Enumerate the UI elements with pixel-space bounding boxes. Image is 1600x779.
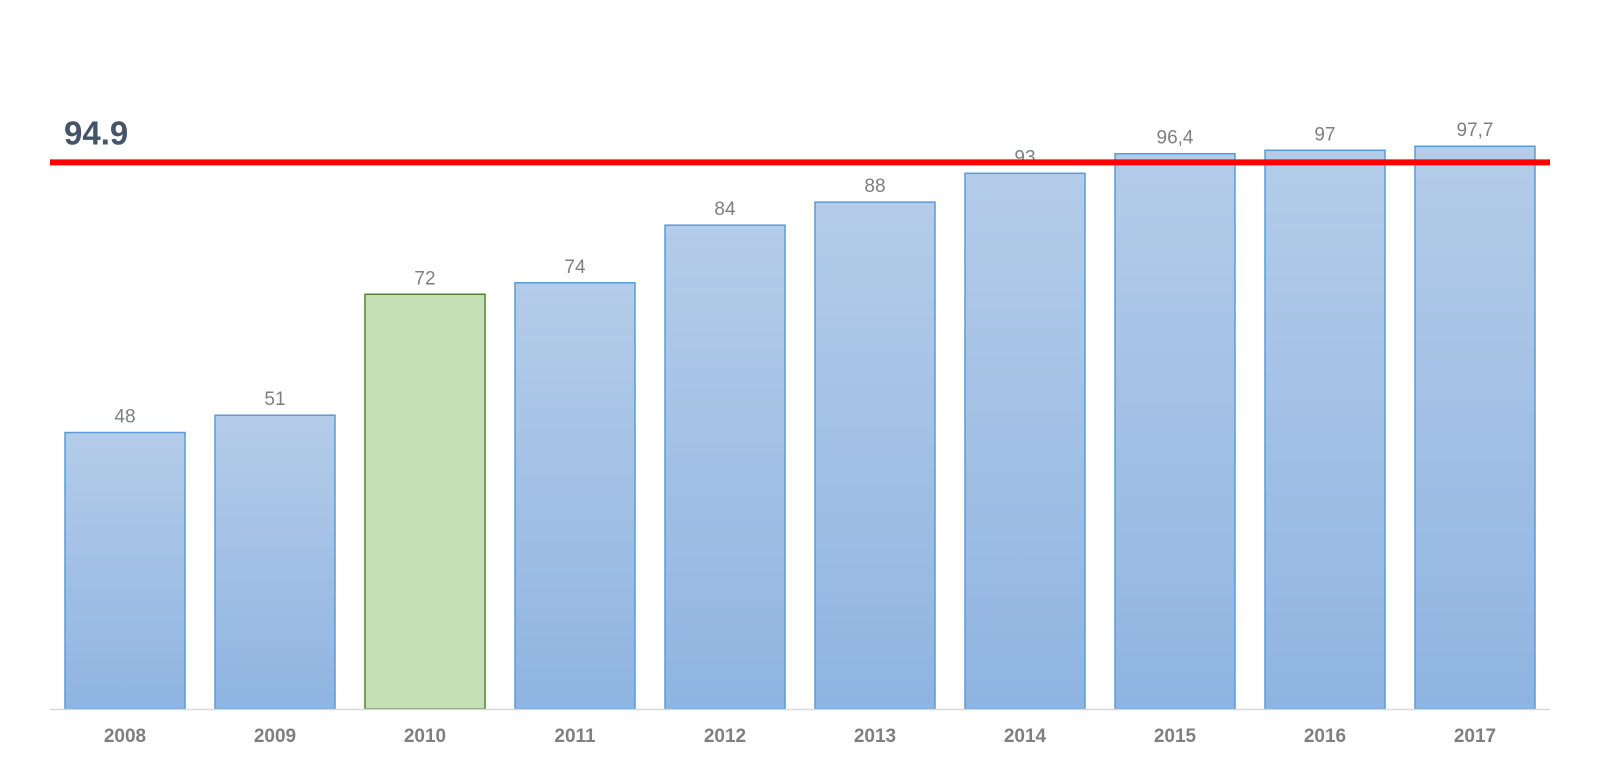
bar-2013	[814, 201, 936, 710]
bar-2015	[1114, 152, 1236, 710]
x-tick-2013: 2013	[854, 726, 896, 747]
bars-layer	[64, 145, 1536, 710]
data-label-2009: 51	[264, 389, 285, 410]
bar-2017	[1414, 145, 1536, 710]
x-tick-2016: 2016	[1304, 726, 1346, 747]
data-label-2012: 84	[714, 199, 736, 220]
bar-2014	[964, 172, 1086, 710]
bar-2011	[514, 282, 636, 710]
data-label-2010: 72	[414, 268, 435, 289]
bar-2016	[1264, 149, 1386, 710]
x-tick-2008: 2008	[104, 726, 146, 747]
x-tick-2015: 2015	[1154, 726, 1197, 747]
bar-2010	[364, 293, 486, 710]
x-tick-2009: 2009	[254, 726, 296, 747]
x-tick-2012: 2012	[704, 726, 746, 747]
x-tick-2017: 2017	[1454, 726, 1496, 747]
bar-2012	[664, 224, 786, 710]
x-tick-2011: 2011	[554, 726, 596, 747]
data-label-2016: 97	[1314, 124, 1335, 145]
bar-2008	[64, 431, 186, 710]
x-tick-2014: 2014	[1004, 726, 1047, 747]
data-label-2008: 48	[114, 407, 135, 428]
x-tick-2010: 2010	[404, 726, 446, 747]
reference-line-label: 94.9	[64, 114, 128, 151]
data-label-2015: 96,4	[1157, 128, 1194, 149]
x-axis-ticks: 2008 2009 2010 2011 2012 2013 2014 2015 2016 2017	[104, 726, 1496, 747]
data-label-2011: 74	[564, 257, 586, 278]
data-label-2017: 97,7	[1457, 120, 1494, 141]
bar-2009	[214, 414, 336, 710]
data-label-2013: 88	[864, 176, 885, 197]
